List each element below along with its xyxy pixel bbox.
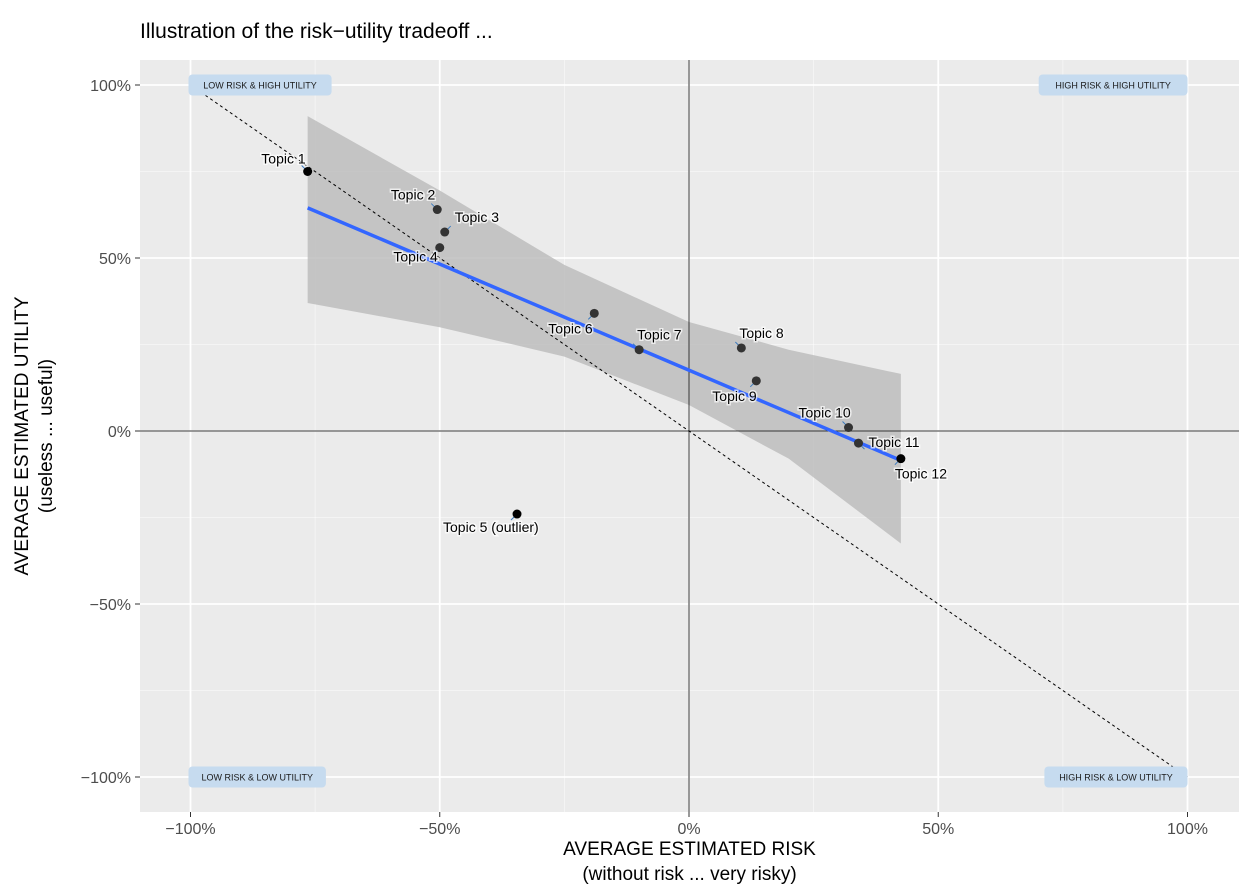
data-point (432, 205, 442, 215)
y-tick-label: −50% (90, 597, 131, 614)
data-point (853, 438, 863, 448)
data-point (440, 227, 450, 237)
data-point (751, 376, 761, 386)
point-label: Topic 9 (712, 388, 757, 404)
point-label: Topic 8 (739, 325, 784, 341)
point-label: Topic 10 (799, 405, 851, 421)
axes: −100% −50% 0% 50% 100% 100% 50% 0% −50% −100% (81, 78, 1208, 838)
x-tick-label: 100% (1167, 821, 1208, 838)
quadrant-labels: LOW RISK & HIGH UTILITY HIGH RISK & HIGH … (188, 74, 1188, 788)
data-point (303, 167, 313, 176)
reference-lines (140, 60, 1239, 812)
point-label: Topic 12 (895, 466, 947, 482)
confidence-band (307, 116, 901, 544)
data-point (512, 509, 522, 519)
y-axis-title: AVERAGE ESTIMATED UTILITY (12, 296, 33, 575)
data-points: Topic 1 Topic 2 Topic 3 Topic 4 Topic 5 (out… (260, 149, 949, 537)
quadrant-label-box (188, 74, 332, 96)
regression-line (306, 206, 902, 463)
x-tick-label: 0% (677, 821, 700, 838)
y-tick-label: 0% (108, 424, 131, 441)
data-point (589, 308, 599, 318)
point-label: Topic 1 (261, 151, 306, 167)
quadrant-label: HIGH RISK & LOW UTILITY (1059, 773, 1173, 783)
x-tick-label: −50% (419, 821, 460, 838)
point-label: Topic 5 (outlier) (443, 519, 539, 535)
quadrant-label: LOW RISK & LOW UTILITY (201, 773, 313, 783)
y-tick-label: −100% (81, 770, 131, 787)
x-axis-subtitle: (without risk ... very risky) (582, 864, 796, 885)
y-axis-subtitle: (useless ... useful) (36, 359, 57, 513)
x-tick-label: −100% (165, 821, 215, 838)
quadrant-label-box (1044, 766, 1188, 788)
quadrant-label: HIGH RISK & HIGH UTILITY (1055, 81, 1171, 91)
x-axis-title: AVERAGE ESTIMATED RISK (563, 839, 816, 860)
x-tick-label: 50% (922, 821, 954, 838)
chart-title: Illustration of the risk−utility tradeof… (140, 20, 493, 43)
quadrant-label: LOW RISK & HIGH UTILITY (203, 81, 317, 91)
point-label: Topic 2 (391, 187, 436, 203)
y-tick-label: 50% (99, 251, 131, 268)
reference-line-diagonal (190, 84, 1188, 778)
data-point (844, 423, 854, 433)
point-label: Topic 7 (637, 327, 682, 343)
point-label: Topic 11 (868, 434, 919, 450)
quadrant-label-box (188, 766, 326, 788)
point-label: Topic 4 (393, 249, 438, 265)
point-label: Topic 6 (548, 320, 593, 336)
data-point (896, 454, 906, 464)
point-label: Topic 3 (455, 209, 500, 225)
data-point (435, 243, 445, 253)
y-tick-label: 100% (90, 78, 131, 95)
quadrant-label-box (1038, 74, 1188, 96)
data-point (736, 343, 746, 353)
data-point (634, 345, 644, 355)
